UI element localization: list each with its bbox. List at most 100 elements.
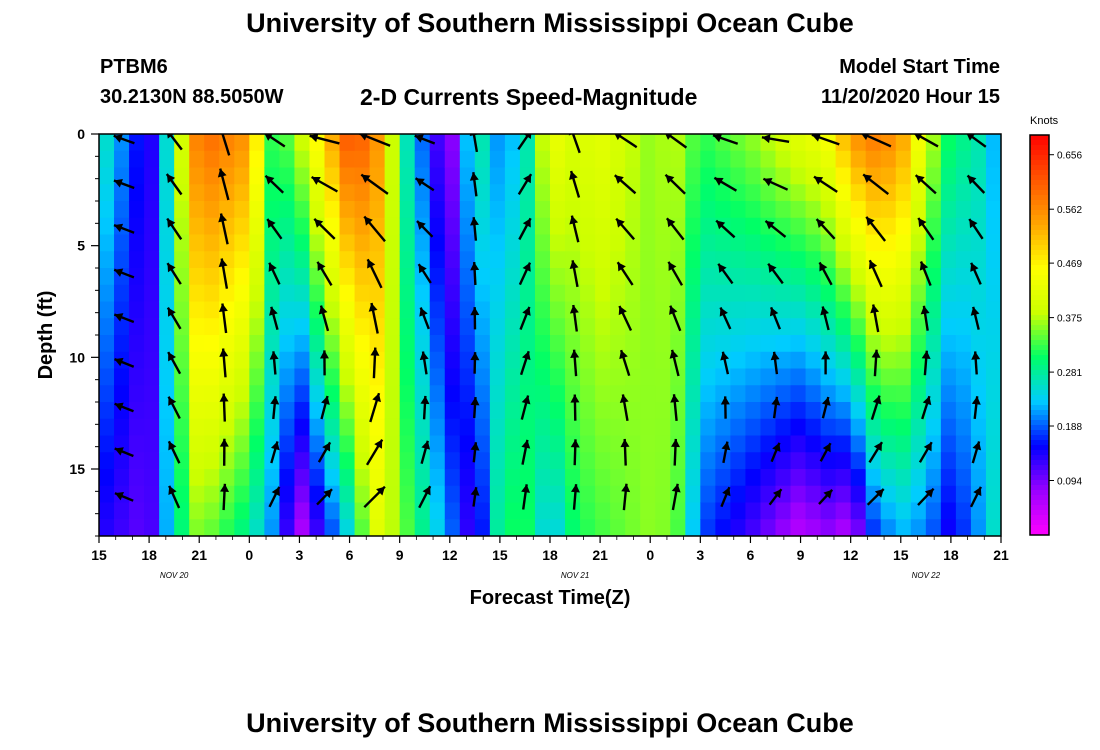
heatmap-cell bbox=[384, 351, 401, 370]
heatmap-cell bbox=[880, 167, 897, 185]
colorbar-segment bbox=[1030, 310, 1049, 316]
heatmap-cell bbox=[459, 184, 476, 202]
current-arrow bbox=[969, 486, 982, 508]
heatmap-cell bbox=[369, 335, 386, 353]
heatmap-cell bbox=[279, 268, 296, 286]
heatmap-cell bbox=[610, 201, 626, 219]
heatmap-cell bbox=[159, 251, 175, 269]
heatmap-cell bbox=[144, 469, 160, 487]
heatmap-cell bbox=[700, 335, 716, 353]
heatmap-cell bbox=[279, 251, 296, 269]
heatmap-cell bbox=[550, 184, 566, 202]
heatmap-cell bbox=[519, 385, 536, 403]
heatmap-cell bbox=[835, 385, 852, 403]
heatmap-cell bbox=[384, 217, 401, 236]
heatmap-cell bbox=[850, 452, 867, 470]
current-arrow bbox=[570, 349, 580, 377]
heatmap-cell bbox=[234, 385, 250, 403]
current-arrow bbox=[313, 218, 336, 240]
heatmap-cell bbox=[970, 150, 987, 169]
heatmap-cell bbox=[159, 402, 175, 420]
heatmap-cell bbox=[249, 150, 265, 169]
heatmap-cell bbox=[820, 351, 837, 370]
heatmap-cell bbox=[234, 150, 250, 169]
current-arrow bbox=[470, 352, 480, 374]
current-arrow bbox=[862, 173, 890, 196]
heatmap-cell bbox=[489, 234, 506, 252]
heatmap-cell bbox=[474, 402, 491, 420]
heatmap-cell bbox=[910, 268, 927, 286]
heatmap-cell bbox=[309, 167, 326, 185]
chart-title: 2-D Currents Speed-Magnitude bbox=[360, 84, 698, 110]
colorbar-tick-label: 0.281 bbox=[1057, 368, 1082, 379]
heatmap-cell bbox=[790, 402, 807, 420]
heatmap-cell bbox=[294, 167, 311, 185]
heatmap-cell bbox=[339, 150, 356, 169]
heatmap-cell bbox=[625, 385, 641, 403]
current-arrow bbox=[717, 263, 734, 285]
heatmap-cell bbox=[354, 469, 371, 487]
heatmap-cell bbox=[655, 469, 671, 487]
heatmap-cell bbox=[745, 201, 762, 219]
current-arrow bbox=[167, 351, 182, 375]
heatmap-cell bbox=[234, 284, 250, 303]
heatmap-cell bbox=[129, 502, 145, 520]
heatmap-cell bbox=[534, 485, 551, 504]
colorbar-segment bbox=[1030, 505, 1049, 511]
heatmap-cell bbox=[565, 201, 581, 219]
heatmap-cell bbox=[685, 335, 701, 353]
arrow-head bbox=[218, 213, 228, 223]
heatmap-cell bbox=[294, 502, 311, 520]
heatmap-cell bbox=[910, 519, 927, 536]
colorbar-segment bbox=[1030, 250, 1049, 256]
heatmap-cell bbox=[595, 385, 611, 403]
heatmap-cell bbox=[504, 217, 521, 236]
arrow-head bbox=[368, 302, 378, 312]
heatmap-cell bbox=[910, 318, 927, 336]
colorbar-segment bbox=[1030, 330, 1049, 336]
current-arrow bbox=[761, 134, 790, 144]
heatmap-cell bbox=[925, 234, 942, 252]
current-arrow bbox=[913, 134, 939, 148]
heatmap-cell bbox=[985, 217, 1001, 236]
x-tick-label: 18 bbox=[542, 547, 558, 563]
heatmap-cell bbox=[775, 335, 792, 353]
heatmap-cell bbox=[790, 184, 807, 202]
heatmap-cell bbox=[339, 435, 356, 453]
heatmap-cell bbox=[850, 435, 867, 453]
heatmap-cell bbox=[474, 385, 491, 403]
heatmap-cell bbox=[910, 335, 927, 353]
heatmap-cell bbox=[204, 150, 220, 169]
heatmap-cell bbox=[519, 502, 536, 520]
heatmap-cell bbox=[820, 251, 837, 269]
heatmap-cell bbox=[459, 402, 476, 420]
heatmap-cell bbox=[474, 452, 491, 470]
heatmap-cell bbox=[715, 351, 731, 370]
heatmap-cell bbox=[429, 301, 446, 319]
heatmap-cell bbox=[534, 502, 551, 520]
heatmap-cell bbox=[99, 134, 115, 152]
heatmap-cell bbox=[504, 385, 521, 403]
heatmap-cell bbox=[489, 502, 506, 520]
arrow-head bbox=[419, 307, 428, 317]
heatmap-cell bbox=[294, 485, 311, 504]
heatmap-cell bbox=[700, 134, 716, 152]
heatmap-cell bbox=[670, 184, 686, 202]
heatmap-cell bbox=[805, 217, 822, 236]
heatmap-cell bbox=[775, 418, 792, 437]
colorbar-segment bbox=[1030, 265, 1049, 271]
heatmap-cell bbox=[730, 385, 747, 403]
heatmap-cell bbox=[504, 184, 521, 202]
heatmap-cell bbox=[144, 284, 160, 303]
current-arrow bbox=[813, 175, 838, 193]
heatmap-cell bbox=[114, 251, 130, 269]
heatmap-cell bbox=[324, 184, 341, 202]
heatmap-cell bbox=[565, 234, 581, 252]
heatmap-cell bbox=[880, 402, 897, 420]
colorbar-segment bbox=[1030, 175, 1049, 181]
arrow-head bbox=[219, 438, 229, 447]
colorbar-segment bbox=[1030, 515, 1049, 521]
colorbar-segment bbox=[1030, 380, 1049, 386]
heatmap-cell bbox=[174, 435, 190, 453]
heatmap-cell bbox=[940, 301, 957, 319]
